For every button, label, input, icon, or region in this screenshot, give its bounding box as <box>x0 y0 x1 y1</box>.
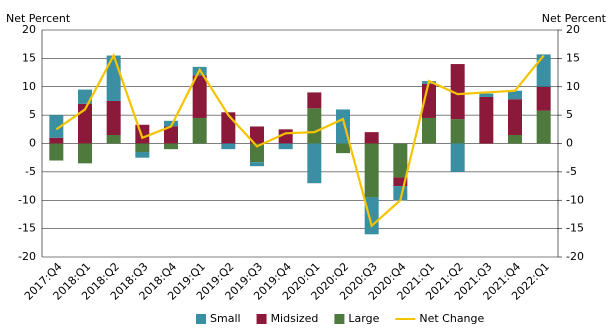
y2-tick-label: -10 <box>566 193 584 206</box>
bar-segment <box>250 126 264 144</box>
bar-segment <box>307 108 322 144</box>
y2-tick-label: -5 <box>566 165 577 178</box>
y2-tick-label: 20 <box>566 23 580 36</box>
bar-segment <box>49 115 64 138</box>
bar-segment <box>221 143 236 150</box>
bar-segment <box>393 177 408 187</box>
bar-segment <box>250 143 264 163</box>
y2-tick-label: -15 <box>566 222 584 235</box>
bar-segment <box>49 143 64 161</box>
y-tick-label: -20 <box>18 250 36 263</box>
legend-label: Small <box>210 312 241 325</box>
bar-segment <box>78 143 92 164</box>
bar-segment <box>106 134 121 144</box>
y-tick-label: 15 <box>22 51 36 64</box>
y2-tick-label: 15 <box>566 51 580 64</box>
bar-segment <box>364 197 379 235</box>
net-change-line <box>55 52 545 228</box>
bar-segment <box>106 100 121 135</box>
bar-segment <box>450 64 465 120</box>
y-tick-label: -15 <box>18 222 36 235</box>
y-tick-label: -5 <box>25 165 36 178</box>
bar-segment <box>164 126 178 144</box>
bar-segment <box>307 92 322 109</box>
bar-segment <box>479 96 494 144</box>
bar-segment <box>536 86 551 111</box>
bar-segment <box>78 89 92 104</box>
legend-label: Midsized <box>271 312 319 325</box>
bar-segment <box>336 143 350 154</box>
bar-segment <box>164 120 178 127</box>
y-tick-label: 0 <box>29 137 36 150</box>
bar-segment <box>278 143 293 150</box>
bar-segment <box>164 143 178 150</box>
bar-segment <box>479 93 494 97</box>
bar-segment <box>192 117 207 144</box>
bar-segment <box>508 134 522 144</box>
bar-segment <box>221 112 236 144</box>
y2-tick-label: -20 <box>566 250 584 263</box>
y-tick-label: 5 <box>29 108 36 121</box>
y2-axis-label: Net Percent <box>542 12 607 25</box>
legend-swatch <box>196 314 206 324</box>
legend-swatch <box>334 314 345 324</box>
bar-segment <box>450 119 465 144</box>
y-tick-label: -10 <box>18 193 36 206</box>
bar-segment <box>508 99 522 135</box>
bar-segment <box>508 90 522 100</box>
bar-segment <box>536 110 551 144</box>
bar-segment <box>422 117 436 144</box>
bar-segment <box>49 137 64 144</box>
y-tick-label: 10 <box>22 80 36 93</box>
bar-segment <box>364 143 379 198</box>
y2-tick-label: 0 <box>566 137 573 150</box>
bar-segment <box>192 75 207 118</box>
y-tick-label: 20 <box>22 23 36 36</box>
y2-tick-label: 5 <box>566 108 573 121</box>
bar-segment <box>135 143 150 153</box>
bar-segment <box>393 143 408 178</box>
bar-segment <box>135 124 150 144</box>
bar-segment <box>135 152 150 158</box>
y2-tick-label: 10 <box>566 80 580 93</box>
legend-swatch <box>256 314 267 324</box>
legend-label: Large <box>348 312 379 325</box>
bar-segment <box>307 143 322 184</box>
legend-label: Net Change <box>419 312 484 325</box>
bar-segment <box>450 143 465 172</box>
y-axis-label: Net Percent <box>6 12 71 25</box>
bar-segment <box>78 103 92 144</box>
bar-segment <box>364 132 379 144</box>
bar-segment <box>536 54 551 87</box>
bar-segment <box>250 162 264 167</box>
bar-segment <box>106 55 121 101</box>
